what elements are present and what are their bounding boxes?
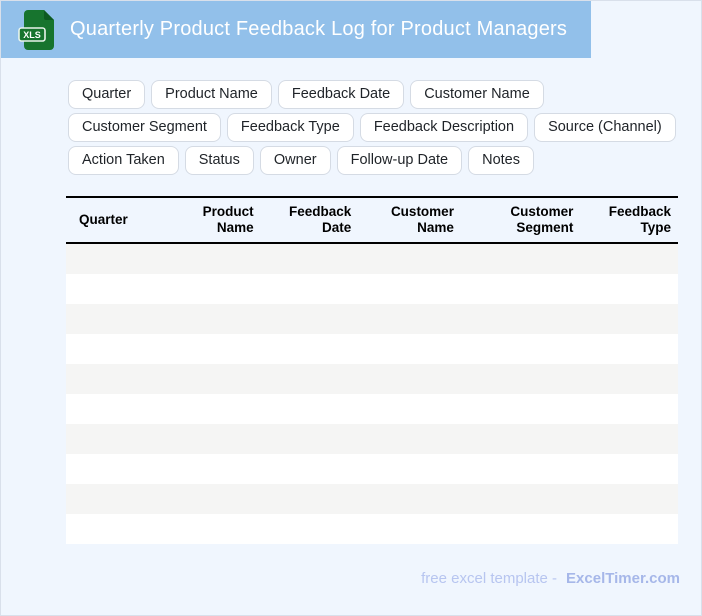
column-chip[interactable]: Notes [468,146,534,175]
column-header: Product Name [202,204,254,235]
column-chip[interactable]: Feedback Description [359,113,529,142]
column-chip[interactable]: Quarter [68,80,146,109]
footer-tagline: free excel template - [421,570,558,587]
column-chip[interactable]: Feedback Type [226,113,354,142]
table-row [66,304,678,334]
table-row [66,394,678,424]
table-row [66,424,678,454]
table-row [66,454,678,484]
table-row [66,514,678,544]
column-chip[interactable]: Follow-up Date [336,146,463,175]
column-chip[interactable]: Customer Segment [68,113,221,142]
column-chip[interactable]: Customer Name [410,80,544,109]
column-chip[interactable]: Product Name [151,80,272,109]
column-chip[interactable]: Status [184,146,254,175]
column-header: Customer Segment [510,204,574,235]
footer-brand-link[interactable]: ExcelTimer.com [566,570,680,587]
column-header: Quarter [79,212,128,227]
page-title: Quarterly Product Feedback Log for Produ… [70,18,568,40]
column-chip-list: Quarter Product Name Feedback Date Customer… [68,80,679,175]
table-row [66,244,678,274]
table-row [66,364,678,394]
table-header-row: Quarter Product Name Feedback Date Customer… [66,196,678,244]
column-chip[interactable]: Owner [259,146,331,175]
footer: free excel template - ExcelTimer.com [1,570,701,587]
column-chip[interactable]: Action Taken [68,146,179,175]
title-bar: XLS Quarterly Product Feedback Log for P… [1,1,591,58]
feedback-log-table: Quarter Product Name Feedback Date Customer… [66,196,678,544]
column-chip[interactable]: Feedback Date [277,80,405,109]
xls-file-icon: XLS [18,9,54,50]
xls-badge-label: XLS [23,30,41,40]
column-chip[interactable]: Source (Channel) [534,113,676,142]
table-row [66,334,678,364]
column-header: Feedback Type [608,204,672,235]
table-row [66,484,678,514]
column-header: Feedback Date [289,204,352,235]
table-row [66,274,678,304]
column-header: Customer Name [390,204,454,235]
table-body [66,244,678,544]
